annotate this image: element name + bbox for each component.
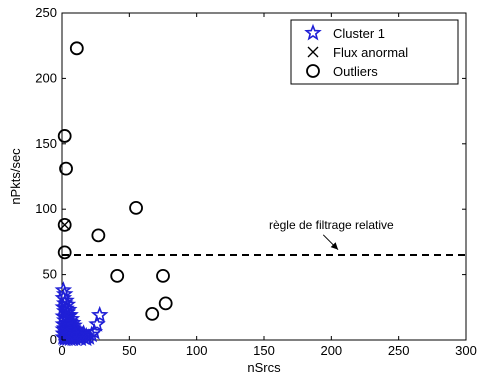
legend-label: Flux anormal xyxy=(333,45,408,60)
y-tick-label: 50 xyxy=(43,267,57,282)
x-tick-label: 100 xyxy=(186,343,208,358)
x-tick-label: 250 xyxy=(388,343,410,358)
ticks-layer: 0 50 100 150 200 250 300 0 50 100 150 200 250 xyxy=(35,5,477,358)
data-point-circle xyxy=(57,245,72,260)
legend-marker-star xyxy=(304,23,322,41)
annotation-text: règle de filtrage relative xyxy=(269,218,394,232)
data-point-circle xyxy=(158,296,173,311)
x-tick-label: 300 xyxy=(455,343,477,358)
y-tick-label: 150 xyxy=(35,136,57,151)
data-point-star xyxy=(88,315,106,332)
data-point-circle xyxy=(59,161,73,176)
series-outliers xyxy=(57,41,173,321)
data-point-star xyxy=(65,316,83,334)
data-point-x xyxy=(59,219,71,231)
annotation-layer: règle de filtrage relative xyxy=(269,218,394,251)
data-point-circle xyxy=(110,269,125,283)
legend-marker-circle xyxy=(306,64,320,78)
x-tick-label: 150 xyxy=(253,343,275,358)
legend: Cluster 1 Flux anormal Outliers xyxy=(290,19,459,85)
data-point-star xyxy=(62,309,81,327)
data-point-circle xyxy=(57,129,72,143)
y-tick-label: 100 xyxy=(35,201,57,216)
data-point-circle xyxy=(129,200,143,215)
data-point-circle xyxy=(145,306,160,321)
data-point-star xyxy=(54,281,73,298)
legend-label: Outliers xyxy=(333,64,378,79)
x-axis-label: nSrcs xyxy=(247,360,281,374)
y-tick-label: 0 xyxy=(50,332,57,347)
y-tick-label: 200 xyxy=(35,70,57,85)
x-tick-label: 0 xyxy=(58,343,65,358)
data-point-star xyxy=(61,305,79,323)
data-point-star xyxy=(57,291,75,309)
y-axis-label: nPkts/sec xyxy=(8,148,23,205)
annotation-arrow-head xyxy=(330,242,339,250)
legend-marker-x xyxy=(307,46,319,58)
data-point-star xyxy=(90,305,109,323)
y-tick-label: 250 xyxy=(35,5,57,20)
data-point-star xyxy=(85,322,104,340)
x-tick-label: 200 xyxy=(320,343,342,358)
data-point-circle xyxy=(156,269,170,283)
data-point-circle xyxy=(69,41,84,56)
x-tick-label: 50 xyxy=(122,343,136,358)
series-flux-anormal xyxy=(59,219,71,231)
legend-label: Cluster 1 xyxy=(333,26,385,41)
data-point-circle xyxy=(91,228,106,243)
data-point-circle xyxy=(57,217,72,232)
